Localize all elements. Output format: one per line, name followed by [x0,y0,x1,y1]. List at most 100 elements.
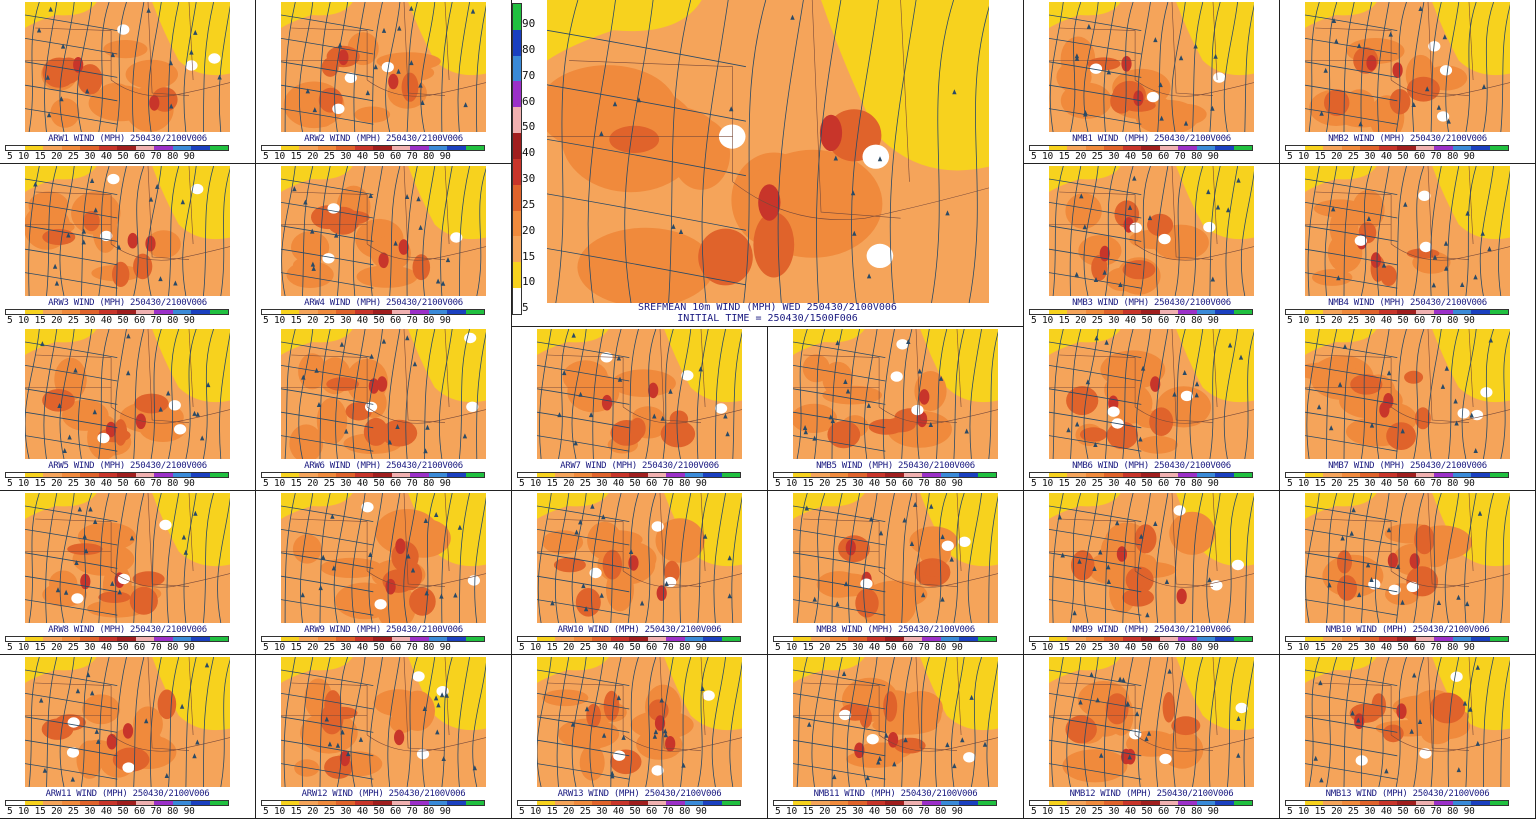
member-label-text: NMB3 WIND (MPH) 250430/2100V006 [1070,298,1233,308]
colorbar-swatch [1085,146,1104,150]
member-label-text: NMB7 WIND (MPH) 250430/2100V006 [1326,461,1489,471]
colorbar-swatch [191,146,210,150]
colorbar-swatch [1178,801,1197,805]
colorbar-swatch [1323,637,1342,641]
member-colorbar [261,636,485,642]
colorbar-swatch [684,801,703,805]
colorbar-swatch [1323,310,1342,314]
colorbar-swatch [80,146,99,150]
member-wind-map [25,657,230,787]
member-colorbar [1285,145,1509,151]
member-label-text: ARW4 WIND (MPH) 250430/2100V006 [302,298,465,308]
colorbar-swatch [1471,801,1490,805]
colorbar-swatch [43,637,62,641]
member-label-text: ARW5 WIND (MPH) 250430/2100V006 [46,461,209,471]
colorbar-swatch [513,81,521,108]
colorbar-swatch [666,473,685,477]
colorbar-tick: 5 [522,301,529,315]
colorbar-swatch [1048,146,1067,150]
member-colorbar-ticks: 5 10 15 20 25 30 40 50 60 70 80 90 [519,642,707,653]
colorbar-swatch [24,801,43,805]
colorbar-swatch [80,473,99,477]
colorbar-swatch [1159,146,1178,150]
colorbar-swatch [1233,310,1252,314]
colorbar-swatch [391,801,410,805]
member-wind-map [25,329,230,459]
colorbar-swatch [1323,801,1342,805]
colorbar-swatch [1196,310,1215,314]
member-panel: NMB1 WIND (MPH) 250430/2100V006 5 10 15 2… [1024,0,1280,164]
colorbar-swatch [513,262,521,289]
colorbar-swatch [1122,801,1141,805]
colorbar-swatch [410,310,429,314]
member-label: ARW6 WIND (MPH) 250430/2100V006 [256,461,511,471]
colorbar-swatch [1122,473,1141,477]
colorbar-swatch [959,473,978,477]
colorbar-swatch [573,801,592,805]
member-label-text: ARW7 WIND (MPH) 250430/2100V006 [558,461,721,471]
member-wind-map [1049,493,1254,623]
member-wind-map [1049,166,1254,296]
colorbar-swatch [336,146,355,150]
colorbar-swatch [513,210,521,237]
colorbar-swatch [354,310,373,314]
colorbar-swatch [1286,146,1305,150]
colorbar-swatch [391,146,410,150]
member-panel: ARW8 WIND (MPH) 250430/2100V006 5 10 15 2… [0,491,256,655]
member-label: ARW2 WIND (MPH) 250430/2100V006 [256,134,511,144]
member-panel: NMB9 WIND (MPH) 250430/2100V006 5 10 15 2… [1024,491,1280,655]
colorbar-swatch [1085,801,1104,805]
colorbar-swatch [135,637,154,641]
colorbar-swatch [518,473,537,477]
member-colorbar-ticks: 5 10 15 20 25 30 40 50 60 70 80 90 [1287,806,1475,817]
colorbar-swatch [373,637,392,641]
colorbar-swatch [811,473,830,477]
colorbar-swatch [1397,637,1416,641]
colorbar-swatch [1360,310,1379,314]
colorbar-swatch [1215,473,1234,477]
colorbar-swatch [1030,637,1049,641]
member-wind-map [1049,657,1254,787]
colorbar-swatch [1489,310,1508,314]
member-label-text: NMB12 WIND (MPH) 250430/2100V006 [1067,789,1236,799]
member-label-text: ARW6 WIND (MPH) 250430/2100V006 [302,461,465,471]
member-colorbar-ticks: 5 10 15 20 25 30 40 50 60 70 80 90 [519,478,707,489]
colorbar-swatch [1196,801,1215,805]
colorbar-swatch [428,473,447,477]
colorbar-swatch [354,146,373,150]
colorbar-swatch [1489,801,1508,805]
member-colorbar-ticks: 5 10 15 20 25 30 40 50 60 70 80 90 [7,806,195,817]
colorbar-swatch [592,637,611,641]
member-wind-map [793,493,998,623]
colorbar-swatch [1360,146,1379,150]
colorbar-swatch [1178,473,1197,477]
colorbar-swatch [1067,146,1086,150]
colorbar-swatch [1471,637,1490,641]
member-panel: ARW11 WIND (MPH) 250430/2100V006 5 10 15 … [0,655,256,819]
colorbar-tick: 40 [522,146,536,160]
colorbar-swatch [465,637,484,641]
colorbar-swatch [1489,637,1508,641]
member-label-text: NMB4 WIND (MPH) 250430/2100V006 [1326,298,1489,308]
colorbar-swatch [1233,146,1252,150]
colorbar-swatch [80,637,99,641]
colorbar-swatch [721,473,740,477]
colorbar-swatch [1304,801,1323,805]
colorbar-swatch [262,637,281,641]
member-colorbar [517,800,741,806]
colorbar-swatch [465,146,484,150]
member-panel: ARW10 WIND (MPH) 250430/2100V006 5 10 15 … [512,491,768,655]
colorbar-swatch [154,146,173,150]
colorbar-swatch [209,637,228,641]
colorbar-swatch [555,473,574,477]
member-colorbar [5,636,229,642]
member-label: ARW4 WIND (MPH) 250430/2100V006 [256,298,511,308]
colorbar-swatch [391,310,410,314]
colorbar-swatch [262,310,281,314]
colorbar-swatch [1378,146,1397,150]
colorbar-swatch [573,473,592,477]
colorbar-swatch [428,146,447,150]
colorbar-tick: 25 [522,197,536,211]
colorbar-swatch [1304,146,1323,150]
colorbar-swatch [666,801,685,805]
